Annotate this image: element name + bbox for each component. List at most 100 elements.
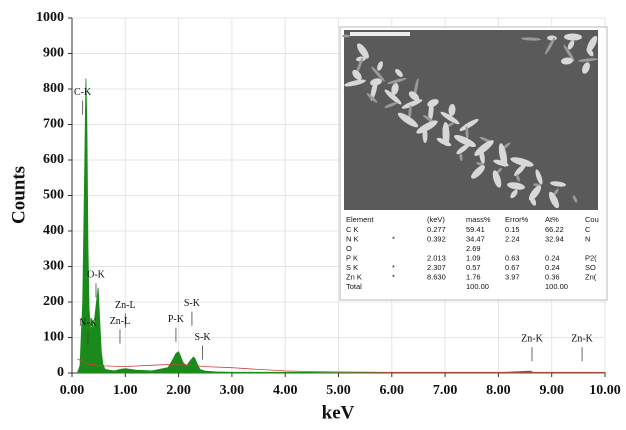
table-header: At% [545,215,559,224]
table-cell: 0.15 [505,225,520,234]
sem-texture [342,33,598,209]
peak-label: S-K [184,298,201,309]
peak-label: P-K [168,314,185,325]
x-tick-label: 4.00 [273,383,298,398]
sem-particle [454,135,476,147]
y-tick-label: 700 [43,117,64,132]
x-tick-label: 6.00 [380,383,405,398]
y-tick-label: 400 [43,223,64,238]
table-cell: 66.22 [545,225,564,234]
sem-particle [456,143,470,155]
sem-particle [578,58,598,62]
sem-particle [514,163,526,177]
sem-particle [448,104,456,116]
sem-particle [563,44,575,62]
sem-particle [371,66,385,82]
peak-label: Zn-K [521,334,543,345]
sem-particle [544,37,556,55]
sem-particle [465,126,469,140]
spectrum-area [76,78,606,374]
sem-particle [384,89,402,105]
y-tick-label: 200 [43,294,64,309]
peak-label: Zn-L [110,316,131,327]
sem-particle [342,34,350,38]
table-cell: Total [346,282,362,291]
y-tick-label: 1000 [36,10,64,25]
x-tick-label: 1.00 [113,383,138,398]
sem-particle [471,165,485,179]
x-tick-label: 8.00 [486,383,511,398]
table-header: Error% [505,215,529,224]
table-cell: S K [346,263,358,272]
table-cell: 0.24 [545,263,560,272]
sem-particle [548,191,560,209]
x-tick-label: 3.00 [220,383,245,398]
table-cell: 8.630 [427,272,446,281]
sem-particle [493,159,509,167]
table-header: Element [346,215,374,224]
sem-particle [377,61,383,71]
sem-particle [498,143,508,167]
y-tick-label: 900 [43,46,64,61]
table-cell: 2.307 [427,263,446,272]
table-cell: 100.00 [466,282,489,291]
sem-particle [521,37,541,41]
table-cell: 0.36 [545,272,560,281]
sem-particle [391,83,399,95]
sem-particle [387,78,407,84]
sem-particle [474,140,494,156]
sem-particle [553,188,559,196]
table-cell: * [392,272,395,281]
x-tick-label: 5.00 [326,383,351,398]
sem-particle [422,127,428,143]
sem-particle [357,43,369,59]
table-cell: C K [346,225,359,234]
sem-particle [423,114,435,124]
table-cell: 0.277 [427,225,446,234]
sem-particle [408,105,412,119]
table-cell: O [346,244,352,253]
sem-particle [408,91,420,101]
sem-particle [416,120,438,134]
y-axis-label: Counts [8,166,29,224]
sem-particle [586,47,594,57]
table-cell: 2.013 [427,253,446,262]
table-cell: 59.41 [466,225,485,234]
sem-particle [401,99,423,109]
sem-particle [582,62,590,74]
y-tick-label: 0 [57,365,64,380]
table-cell: 34.47 [466,234,485,243]
sem-particle [356,56,366,62]
peak-label: C-K [74,87,92,98]
sem-particle [564,33,582,41]
sem-particle [440,111,460,125]
table-cell: * [392,263,395,272]
sem-particle [436,137,452,147]
x-tick-label: 7.00 [433,383,458,398]
x-tick-label: 10.00 [589,383,621,398]
sem-particle [428,100,434,122]
table-cell: 0.24 [545,253,560,262]
table-header: (keV) [427,215,445,224]
sem-particle [572,195,578,203]
y-tick-label: 300 [43,259,64,274]
table-cell: 3.97 [505,272,520,281]
table-cell: 2.69 [466,244,481,253]
sem-particle [397,112,419,128]
sem-particle [507,182,525,190]
table-cell: 32.94 [545,234,564,243]
peak-label: O-K [87,270,106,281]
peak-label: N-K [79,318,98,329]
y-tick-label: 100 [43,330,64,345]
y-tick-label: 500 [43,188,64,203]
peak-label: Zn-L [115,300,136,311]
sem-particle [459,118,479,132]
sem-particle [510,189,518,199]
sem-particle [384,102,398,108]
table-cell: 0.67 [505,263,520,272]
table-cell: 1.76 [466,272,481,281]
table-header: mass% [466,215,491,224]
sem-particle [459,153,463,161]
table-cell: 2.24 [505,234,520,243]
sem-particle [366,93,378,103]
